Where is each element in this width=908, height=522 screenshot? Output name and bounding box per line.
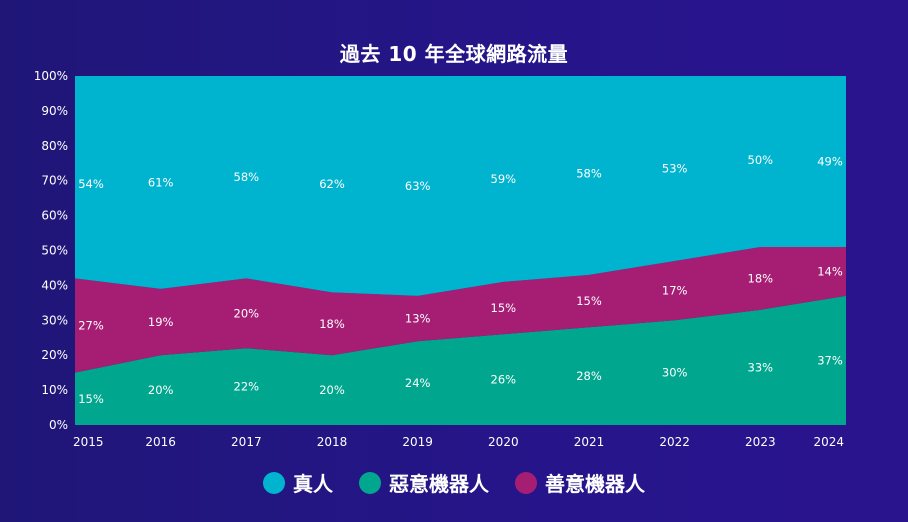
legend-item: 惡意機器人 [359, 468, 489, 497]
data-label: 53% [662, 161, 688, 175]
y-tick-label: 70% [41, 174, 68, 188]
data-label: 13% [405, 312, 431, 326]
data-label: 61% [148, 175, 174, 189]
y-tick-label: 80% [41, 139, 68, 153]
legend-swatch [263, 471, 285, 494]
y-tick-label: 20% [41, 348, 68, 362]
data-label: 15% [491, 301, 517, 315]
legend-label: 惡意機器人 [389, 472, 489, 496]
data-label: 22% [234, 380, 260, 394]
data-label: 18% [748, 271, 774, 285]
y-tick-label: 100% [34, 69, 68, 83]
area-series-2 [75, 76, 846, 296]
data-label: 18% [319, 317, 345, 331]
y-tick-label: 40% [41, 278, 68, 292]
y-tick-label: 60% [41, 209, 68, 223]
data-label: 26% [491, 373, 517, 387]
legend-item: 真人 [263, 468, 333, 497]
data-label: 20% [319, 383, 345, 397]
y-tick-label: 30% [41, 313, 68, 327]
data-label: 54% [78, 177, 104, 191]
area-series-0 [75, 295, 846, 425]
legend-swatch [359, 471, 381, 494]
data-label: 24% [405, 376, 431, 390]
y-axis: 0% 10% 20% 30% 40% 50% 60% 70% 80% 90% 100% [34, 69, 68, 432]
legend-swatch [515, 471, 537, 494]
data-label: 20% [234, 306, 260, 320]
x-tick-label: 2018 [317, 435, 348, 449]
data-label: 15% [78, 392, 104, 406]
data-label: 27% [78, 319, 104, 333]
data-label: 14% [817, 264, 843, 278]
data-label: 19% [148, 315, 174, 329]
x-tick-label: 2022 [659, 435, 690, 449]
x-tick-label: 2019 [402, 435, 433, 449]
data-label: 17% [662, 284, 688, 298]
data-label: 30% [662, 366, 688, 380]
data-label: 49% [817, 155, 843, 169]
chart-title: 過去 10 年全球網路流量 [339, 42, 569, 66]
data-label: 28% [576, 369, 602, 383]
y-tick-label: 50% [41, 244, 68, 258]
data-label: 58% [576, 167, 602, 181]
y-tick-label: 90% [41, 104, 68, 118]
data-label: 63% [405, 179, 431, 193]
y-tick-label: 0% [49, 418, 68, 432]
data-labels: 15% 20% 22% 20% 24% 26% 28% 30% 33% 37% 27% 19% 20% 1… [78, 153, 843, 406]
x-tick-label: 2024 [813, 435, 844, 449]
data-label: 15% [576, 294, 602, 308]
legend-label: 善意機器人 [545, 472, 645, 496]
x-tick-label: 2016 [145, 435, 176, 449]
data-label: 59% [491, 172, 517, 186]
legend: 真人 惡意機器人 善意機器人 [0, 468, 908, 497]
legend-label: 真人 [293, 472, 333, 496]
x-axis: 2015 2016 2017 2018 2019 2020 2021 2022 2023 2024 [73, 435, 844, 449]
x-tick-label: 2021 [574, 435, 605, 449]
data-label: 50% [748, 153, 774, 167]
x-tick-label: 2020 [488, 435, 519, 449]
area-series-1 [75, 247, 846, 373]
x-tick-label: 2017 [231, 435, 262, 449]
x-tick-label: 2015 [73, 435, 104, 449]
area-layer [75, 76, 846, 425]
data-label: 20% [148, 383, 174, 397]
x-tick-label: 2023 [745, 435, 776, 449]
y-tick-label: 10% [41, 383, 68, 397]
data-label: 62% [319, 177, 345, 191]
data-label: 58% [234, 170, 260, 184]
data-label: 33% [748, 360, 774, 374]
data-label: 37% [817, 353, 843, 367]
legend-item: 善意機器人 [515, 468, 645, 497]
